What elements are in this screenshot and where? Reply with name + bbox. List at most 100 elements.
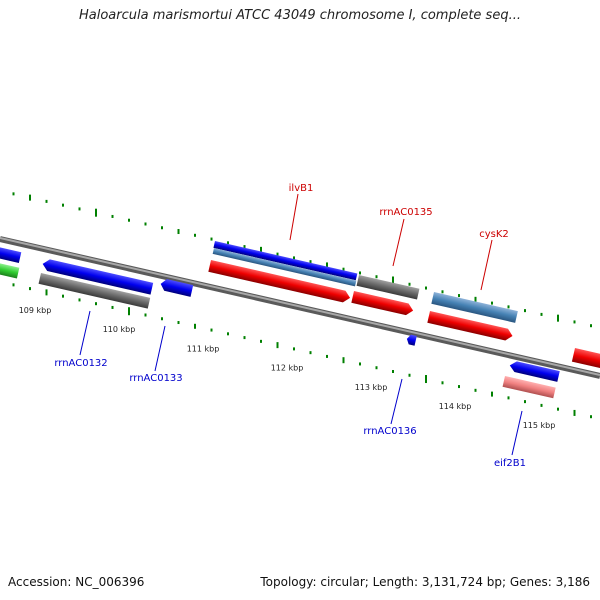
label-rrnAC0135[interactable]: rrnAC0135 [379, 207, 432, 218]
label-eif2B1[interactable]: eif2B1 [494, 458, 526, 469]
ruler-label: 115 kbp [523, 421, 556, 430]
feature-rrna-rrnAC0135[interactable] [356, 275, 420, 300]
label-rrnAC0132[interactable]: rrnAC0132 [54, 358, 107, 369]
gc-tick [342, 267, 345, 271]
gc-tick [276, 342, 279, 349]
ruler-label: 109 kbp [19, 306, 52, 315]
gc-tick [507, 305, 510, 309]
gc-tick [194, 323, 196, 329]
feature-rrna-rrnAC0132[interactable] [38, 273, 151, 309]
label-rrnAC0133[interactable]: rrnAC0133 [129, 373, 182, 384]
gc-tick [128, 307, 130, 316]
gc-tick [227, 241, 229, 245]
gc-tick-row-outer [12, 192, 592, 328]
feature-reverse-small-rrnAC0136[interactable] [406, 334, 417, 346]
gc-tick [474, 388, 477, 392]
feature-reverse-left-edge[interactable] [0, 246, 22, 263]
gc-tick [45, 289, 48, 296]
gc-tick [557, 314, 559, 322]
label-cysK2[interactable]: cysK2 [479, 229, 509, 240]
feature-reverse-cds-ilvB1-upper[interactable] [213, 241, 358, 281]
gc-tick [194, 233, 196, 237]
accession-label: Accession: NC_006396 [8, 575, 145, 589]
ruler-label: 113 kbp [355, 383, 388, 392]
gc-tick [128, 218, 130, 222]
kbp-ruler: 109 kbp 110 kbp 111 kbp 112 kbp 113 kbp 114 k… [19, 306, 556, 430]
gc-tick [491, 391, 493, 397]
ruler-label: 114 kbp [439, 402, 472, 411]
feature-other-eif2B1[interactable] [502, 376, 556, 399]
gc-tick [95, 302, 97, 306]
gc-tick [326, 262, 328, 269]
ruler-label: 110 kbp [103, 325, 136, 334]
gc-tick [392, 276, 394, 285]
gc-tick [177, 321, 180, 325]
gc-tick [111, 214, 114, 218]
gc-tick [425, 286, 427, 290]
label-ilvB1[interactable]: ilvB1 [289, 183, 314, 194]
gc-tick [557, 407, 559, 411]
gc-tick [243, 245, 246, 249]
gc-tick [309, 351, 312, 355]
feature-trna-cysK2[interactable] [431, 292, 518, 323]
feature-forward-cds-ilvB1[interactable] [208, 260, 351, 304]
gc-tick [111, 305, 114, 309]
ruler-label: 111 kbp [187, 344, 220, 353]
gc-tick [573, 320, 576, 324]
gc-tick [210, 237, 213, 241]
label-rrnAC0136[interactable]: rrnAC0136 [363, 426, 416, 437]
gc-tick [227, 332, 229, 336]
gc-tick [210, 328, 213, 332]
gc-tick [45, 199, 48, 203]
gc-tick [144, 313, 147, 317]
genome-summary: Topology: circular; Length: 3,131,724 bp… [260, 575, 590, 589]
gc-tick [78, 207, 81, 211]
gc-tick [573, 409, 576, 416]
gc-tick [524, 309, 526, 313]
gc-tick [359, 362, 361, 366]
gc-tick [458, 385, 460, 389]
gc-tick [309, 260, 312, 264]
gc-tick [95, 208, 97, 217]
gc-tick [161, 317, 163, 321]
feature-forward-cds-cysK2[interactable] [427, 311, 514, 342]
gene-labels: ilvB1 rrnAC0135 cysK2 rrnAC0132 rrnAC013… [54, 183, 526, 469]
gc-tick [375, 275, 378, 279]
feature-forward-cds-rrnAC0135[interactable] [351, 291, 414, 316]
gc-tick [78, 298, 81, 302]
feature-reverse-cds-eif2B1[interactable] [509, 360, 560, 382]
gc-tick [590, 324, 592, 328]
gc-tick [293, 347, 295, 351]
feature-trna-ilvB1[interactable] [212, 248, 357, 287]
gc-tick [12, 283, 15, 287]
gc-tick [326, 354, 328, 358]
gc-tick [375, 366, 378, 370]
feature-forward-right-edge[interactable] [571, 348, 600, 371]
gc-tick [425, 375, 427, 384]
gc-tick [359, 271, 361, 275]
feature-reverse-cds-rrnAC0133[interactable] [159, 278, 194, 297]
label-leaders [79, 193, 523, 456]
gc-tick [177, 229, 180, 235]
gc-tick [590, 415, 592, 419]
gc-tick [491, 301, 493, 305]
gc-tick [408, 282, 411, 286]
gc-tick [276, 252, 279, 256]
gc-tick [474, 296, 477, 302]
gc-tick [144, 222, 147, 226]
gc-tick-row-inner [12, 283, 592, 419]
feature-green-left-edge[interactable] [0, 262, 20, 279]
gc-tick [540, 403, 543, 407]
gc-tick [29, 287, 31, 291]
gc-tick [260, 339, 262, 343]
gc-tick [507, 396, 510, 400]
backbone [0, 236, 600, 379]
gc-tick [29, 194, 31, 201]
gc-tick [441, 381, 444, 385]
feature-reverse-cds-1[interactable] [41, 258, 154, 295]
gc-tick [524, 400, 526, 404]
gc-tick [458, 294, 460, 298]
gc-tick [441, 290, 444, 294]
gc-tick [342, 357, 345, 364]
